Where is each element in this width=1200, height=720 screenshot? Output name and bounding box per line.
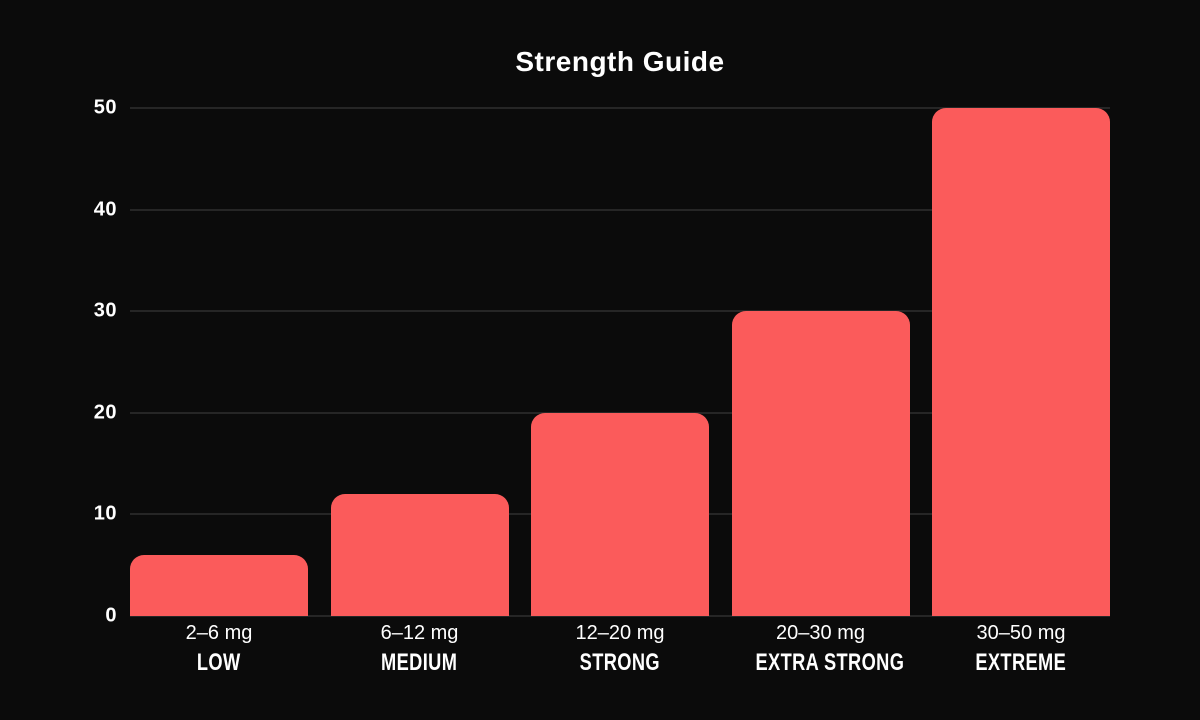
x-tick-low: 2–6 mg LOW <box>130 620 308 677</box>
y-tick-label-30: 30 <box>93 299 117 322</box>
bar-medium <box>330 494 509 616</box>
chart-title: Strength Guide <box>515 46 725 77</box>
x-tick-strength-label: STRONG <box>579 649 661 676</box>
plot-area <box>130 107 1110 617</box>
gridline-0 <box>130 615 1110 617</box>
bar-extra-strong <box>731 311 910 616</box>
x-tick-extreme: 30–50 mg EXTREME <box>932 620 1110 677</box>
x-tick-strength-label: EXTREME <box>975 649 1067 676</box>
gridline-50 <box>130 107 1110 109</box>
y-tick-label-50: 50 <box>93 96 117 119</box>
x-tick-medium: 6–12 mg MEDIUM <box>331 620 509 677</box>
x-tick-strength-label: EXTRA STRONG <box>754 649 904 676</box>
x-tick-range-label: 30–50 mg <box>976 622 1066 644</box>
bars-layer <box>130 108 1110 616</box>
x-tick-strong: 12–20 mg STRONG <box>531 620 709 677</box>
x-tick-range-label: 2–6 mg <box>185 622 253 644</box>
y-tick-label-10: 10 <box>93 502 117 525</box>
x-tick-range-label: 20–30 mg <box>776 622 865 644</box>
x-tick-strength-label: LOW <box>197 649 241 676</box>
bar-extreme <box>932 108 1110 616</box>
y-tick-label-40: 40 <box>93 198 117 221</box>
gridline-30 <box>130 310 1110 313</box>
x-tick-strength-label: MEDIUM <box>381 649 458 676</box>
bar-strong <box>531 412 709 616</box>
x-axis-labels: 2–6 mg LOW 6–12 mg MEDIUM 12–20 mg STRONG 20–3… <box>130 620 1110 677</box>
x-tick-range-label: 12–20 mg <box>575 622 665 644</box>
x-tick-range-label: 6–12 mg <box>380 622 459 644</box>
bar-low <box>130 555 308 616</box>
gridline-40 <box>130 208 1110 211</box>
y-tick-label-20: 20 <box>93 401 117 424</box>
gridline-20 <box>130 411 1110 414</box>
y-tick-label-0: 0 <box>105 604 117 627</box>
x-tick-extra-strong: 20–30 mg EXTRA STRONG <box>732 620 910 677</box>
